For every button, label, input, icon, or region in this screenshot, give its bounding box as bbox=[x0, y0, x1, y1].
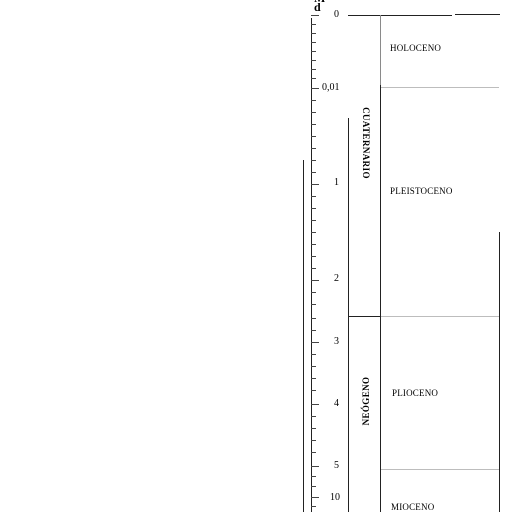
tick bbox=[311, 486, 316, 487]
scale-value-10: 10 bbox=[330, 492, 340, 503]
scale-axis-line bbox=[303, 160, 304, 512]
tick bbox=[311, 148, 316, 149]
boundary-cuaternario-neogeno bbox=[348, 316, 381, 317]
epoch-pleistoceno: PLEISTOCENO bbox=[390, 186, 453, 196]
scale-value-2: 2 bbox=[334, 273, 339, 284]
tick bbox=[311, 506, 316, 507]
period-column-right bbox=[380, 15, 381, 85]
tick bbox=[311, 220, 316, 221]
tick bbox=[311, 378, 316, 379]
tick bbox=[311, 42, 316, 43]
top-line bbox=[348, 15, 452, 16]
tick bbox=[311, 476, 316, 477]
epoch-holoceno: HOLOCENO bbox=[390, 43, 442, 53]
tick bbox=[311, 160, 316, 161]
tick bbox=[311, 428, 316, 429]
tick-4 bbox=[311, 404, 319, 405]
tick-10 bbox=[311, 497, 319, 498]
tick-0 bbox=[311, 15, 319, 16]
tick bbox=[311, 416, 316, 417]
period-cuaternario: CUATERNARIO bbox=[361, 107, 371, 179]
tick-2 bbox=[311, 280, 319, 281]
epoch-column-right bbox=[499, 232, 500, 512]
tick bbox=[311, 78, 316, 79]
tick bbox=[311, 330, 316, 331]
tick-0-01 bbox=[311, 88, 319, 89]
boundary-holoceno-pleistoceno bbox=[381, 87, 499, 88]
tick bbox=[311, 33, 316, 34]
tick bbox=[311, 24, 316, 25]
tick bbox=[311, 232, 316, 233]
scale-value-3: 3 bbox=[334, 336, 339, 347]
tick bbox=[311, 256, 316, 257]
tick bbox=[311, 366, 316, 367]
tick bbox=[311, 172, 316, 173]
period-neogeno: NEÓGENO bbox=[361, 376, 371, 426]
scale-value-1: 1 bbox=[334, 177, 339, 188]
tick bbox=[311, 136, 316, 137]
tick bbox=[311, 208, 316, 209]
period-column-left bbox=[348, 118, 349, 512]
tick bbox=[311, 390, 316, 391]
tick bbox=[311, 124, 316, 125]
tick bbox=[311, 452, 316, 453]
scale-value-0: 0 bbox=[334, 9, 339, 20]
tick bbox=[311, 60, 316, 61]
boundary-pleistoceno-plioceno bbox=[381, 316, 499, 317]
boundary-plioceno-mioceno bbox=[381, 469, 499, 470]
tick bbox=[311, 304, 316, 305]
tick bbox=[311, 69, 316, 70]
tick bbox=[311, 354, 316, 355]
tick bbox=[311, 51, 316, 52]
scale-value-4: 4 bbox=[334, 398, 339, 409]
epoch-mioceno: MIOCENO bbox=[391, 502, 435, 512]
tick bbox=[311, 440, 316, 441]
tick bbox=[311, 112, 316, 113]
tick bbox=[311, 100, 316, 101]
period-column-right-lower bbox=[380, 85, 381, 512]
scale-value-5: 5 bbox=[334, 460, 339, 471]
scale-header: M d bbox=[314, 0, 325, 14]
epoch-plioceno: PLIOCENO bbox=[392, 388, 439, 398]
tick bbox=[311, 244, 316, 245]
tick bbox=[311, 318, 316, 319]
tick-1 bbox=[311, 184, 319, 185]
top-line-right bbox=[455, 14, 500, 15]
tick bbox=[311, 292, 316, 293]
tick bbox=[311, 268, 316, 269]
scale-axis-upper bbox=[311, 18, 312, 512]
scale-value-0-01: 0,01 bbox=[322, 82, 340, 93]
tick-5 bbox=[311, 466, 319, 467]
tick bbox=[311, 196, 316, 197]
tick-3 bbox=[311, 342, 319, 343]
